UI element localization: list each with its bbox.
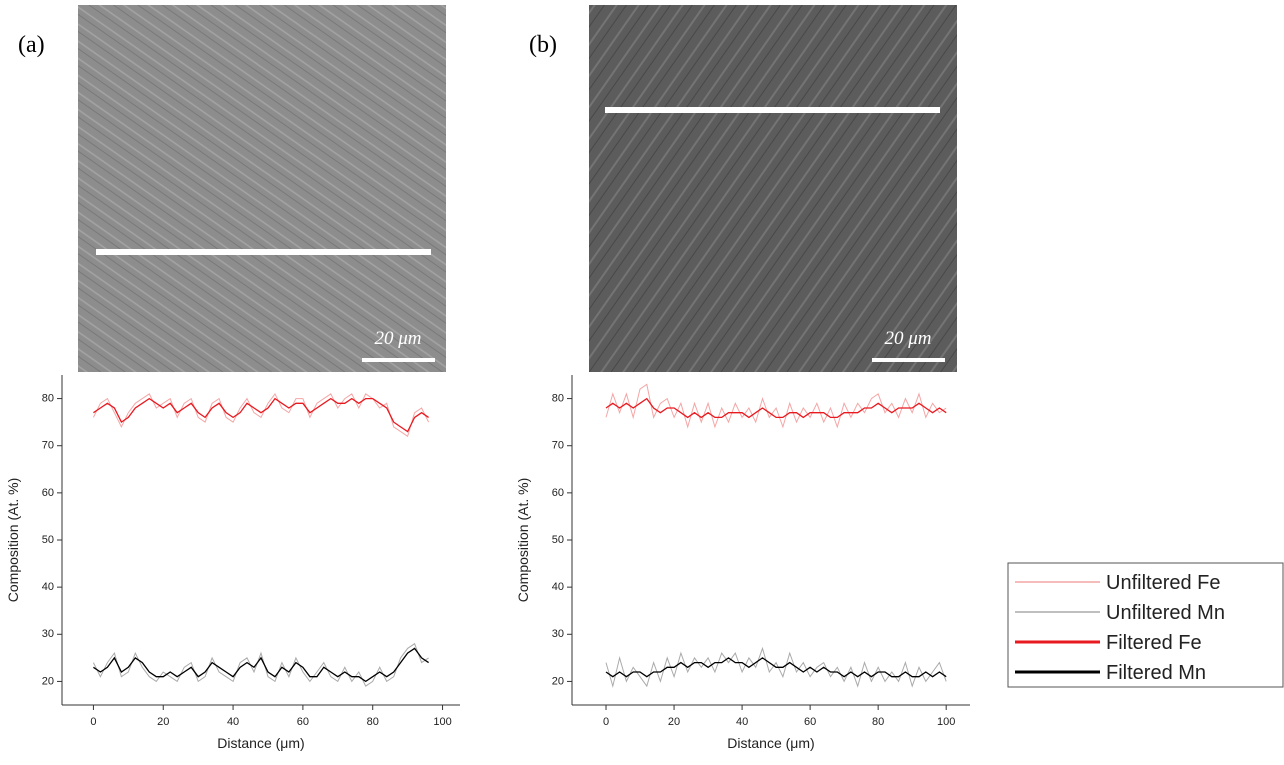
sem-image-b xyxy=(589,5,957,372)
series-line xyxy=(605,657,947,678)
y-tick-label: 60 xyxy=(42,487,54,499)
series-line xyxy=(93,647,429,683)
x-tick-label: 40 xyxy=(736,716,748,728)
y-tick-label: 20 xyxy=(552,675,564,687)
y-tick-label: 60 xyxy=(552,487,564,499)
x-tick-label: 80 xyxy=(367,716,379,728)
x-tick-label: 20 xyxy=(668,716,680,728)
y-tick-label: 80 xyxy=(42,392,54,404)
y-tick-label: 30 xyxy=(42,628,54,640)
x-tick-label: 0 xyxy=(90,716,96,728)
y-tick-label: 50 xyxy=(552,534,564,546)
series-line xyxy=(92,392,430,438)
legend-label: Filtered Fe xyxy=(1106,632,1202,654)
legend-label: Unfiltered Mn xyxy=(1106,602,1225,624)
y-tick-label: 70 xyxy=(42,440,54,452)
y-tick-label: 40 xyxy=(42,581,54,593)
x-axis-label: Distance (μm) xyxy=(727,735,814,751)
panel-label: (b) xyxy=(529,32,557,58)
series-line xyxy=(92,642,429,687)
x-tick-label: 60 xyxy=(804,716,816,728)
y-tick-label: 30 xyxy=(552,628,564,640)
x-tick-label: 100 xyxy=(937,716,955,728)
x-tick-label: 40 xyxy=(227,716,239,728)
x-tick-label: 80 xyxy=(872,716,884,728)
y-tick-label: 40 xyxy=(552,581,564,593)
series-line xyxy=(93,397,429,433)
legend-box xyxy=(1007,562,1284,688)
x-tick-label: 0 xyxy=(603,716,609,728)
x-tick-label: 100 xyxy=(433,716,451,728)
x-tick-label: 60 xyxy=(297,716,309,728)
y-tick-label: 20 xyxy=(42,675,54,687)
series-line xyxy=(605,397,947,419)
y-axis-label: Composition (At. %) xyxy=(515,478,531,602)
sem-image-a xyxy=(78,5,446,372)
y-tick-label: 80 xyxy=(552,392,564,404)
scale-bar-label: 20 μm xyxy=(374,328,421,349)
panel-label: (a) xyxy=(18,32,45,58)
y-axis-label: Composition (At. %) xyxy=(5,478,21,602)
scale-bar-label: 20 μm xyxy=(884,328,931,349)
series-line xyxy=(605,383,947,429)
y-tick-label: 70 xyxy=(552,440,564,452)
x-axis-label: Distance (μm) xyxy=(217,735,304,751)
legend-label: Unfiltered Fe xyxy=(1106,572,1221,594)
y-tick-label: 50 xyxy=(42,534,54,546)
x-tick-label: 20 xyxy=(157,716,169,728)
legend-label: Filtered Mn xyxy=(1106,662,1206,684)
